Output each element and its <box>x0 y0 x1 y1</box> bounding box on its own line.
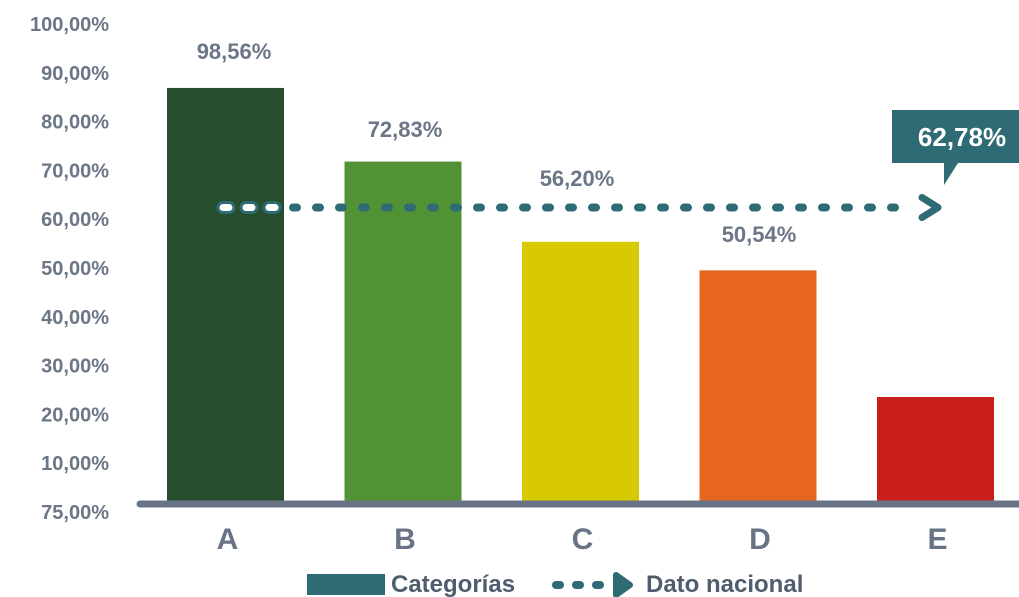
reference-dot <box>818 203 830 212</box>
y-tick-label: 80,00% <box>41 112 109 134</box>
reference-dot <box>588 203 600 212</box>
reference-dot <box>841 203 853 212</box>
y-axis-ticks: 75,00% 10,00% 20,00% 30,00% 40,00% 50,00% 60,0… <box>30 14 109 524</box>
reference-dot <box>726 203 738 212</box>
reference-dot <box>289 203 301 212</box>
y-tick-label: 75,00% <box>41 502 109 524</box>
reference-dot <box>239 201 259 215</box>
reference-line <box>216 194 942 222</box>
bar-value-labels: 98,56% 72,83% 56,20% 50,54% <box>197 39 797 247</box>
x-axis-categories: A B C D E <box>217 523 948 556</box>
legend-dot <box>552 581 564 589</box>
y-tick-label: 70,00% <box>41 160 109 182</box>
bar-value-label: 56,20% <box>540 166 615 191</box>
reference-dot <box>404 203 416 212</box>
bar-a <box>167 87 284 503</box>
reference-dot <box>216 201 236 215</box>
legend-dot <box>572 581 584 589</box>
reference-dot <box>611 203 623 212</box>
reference-dot <box>519 203 531 212</box>
y-tick-label: 90,00% <box>41 63 109 85</box>
reference-dot <box>358 203 370 212</box>
legend-dot <box>592 581 604 589</box>
reference-arrowhead <box>918 194 942 222</box>
reference-dot <box>795 203 807 212</box>
reference-dot <box>680 203 692 212</box>
reference-dot <box>312 203 324 212</box>
y-tick-label: 30,00% <box>41 356 109 378</box>
reference-dot <box>335 203 347 212</box>
legend-label: Categorías <box>391 571 515 597</box>
x-tick-label: C <box>572 523 594 556</box>
y-tick-label: 40,00% <box>41 307 109 329</box>
reference-dot <box>657 203 669 212</box>
legend: Categorías Dato nacional <box>307 571 803 597</box>
reference-callout: 62,78% <box>892 110 1019 185</box>
reference-dot <box>772 203 784 212</box>
y-tick-label: 60,00% <box>41 209 109 231</box>
reference-dot <box>473 203 485 212</box>
reference-dot <box>887 203 899 212</box>
x-tick-label: D <box>749 523 771 556</box>
callout-box <box>892 110 1019 185</box>
y-tick-label: 100,00% <box>30 14 109 36</box>
bar-b <box>344 161 462 503</box>
x-tick-label: E <box>927 523 947 556</box>
legend-label: Dato nacional <box>646 571 803 597</box>
reference-dot <box>749 203 761 212</box>
y-tick-label: 50,00% <box>41 258 109 280</box>
reference-dot <box>703 203 715 212</box>
reference-dot <box>262 201 282 215</box>
reference-dot <box>634 203 646 212</box>
reference-dot <box>427 203 439 212</box>
bar-c <box>522 241 639 503</box>
reference-value-label: 62,78% <box>918 122 1006 152</box>
reference-dot <box>565 203 577 212</box>
legend-swatch-categorias <box>307 574 385 595</box>
bar-value-label: 98,56% <box>197 39 272 64</box>
bar-value-label: 50,54% <box>722 222 797 247</box>
bar-d <box>699 270 817 503</box>
reference-dot <box>496 203 508 212</box>
bars <box>167 87 994 503</box>
reference-dot <box>864 203 876 212</box>
bar-value-label: 72,83% <box>368 117 443 142</box>
reference-dot <box>381 203 393 212</box>
x-tick-label: A <box>217 523 239 556</box>
bar-e <box>877 397 994 503</box>
y-tick-label: 10,00% <box>41 453 109 475</box>
x-tick-label: B <box>394 523 416 556</box>
legend-arrow <box>613 572 633 597</box>
y-tick-label: 20,00% <box>41 404 109 426</box>
reference-dot <box>450 203 462 212</box>
reference-dot <box>542 203 554 212</box>
